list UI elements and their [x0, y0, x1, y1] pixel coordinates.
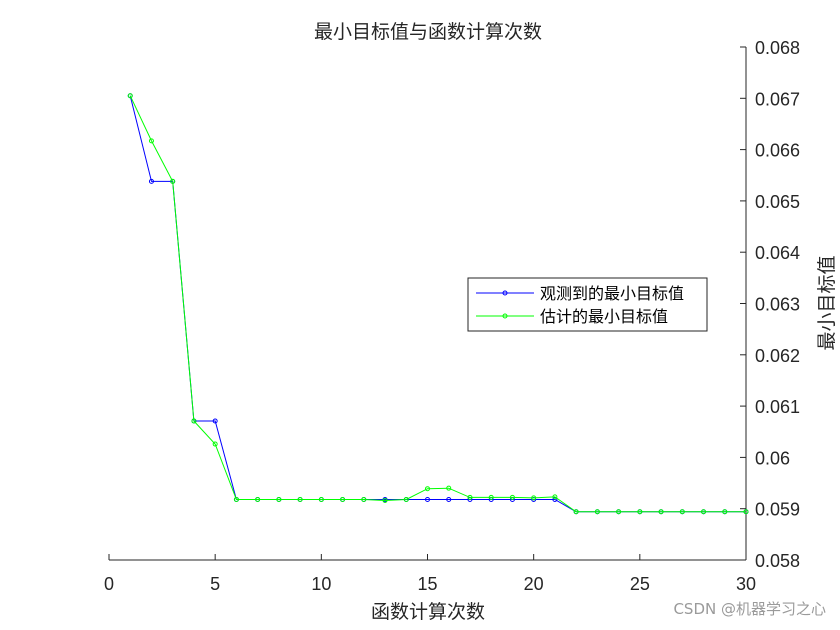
data-point-estimated: [340, 496, 346, 502]
data-point-estimated: [297, 496, 303, 502]
data-point-estimated: [573, 509, 579, 515]
x-axis-label: 函数计算次数: [371, 601, 485, 623]
x-tick-label: 20: [524, 574, 544, 594]
chart-title: 最小目标值与函数计算次数: [314, 21, 542, 43]
data-point-estimated: [233, 496, 239, 502]
x-tick-label: 0: [104, 574, 114, 594]
data-point-estimated: [148, 138, 154, 144]
data-point-estimated: [255, 496, 261, 502]
data-point-estimated: [743, 509, 749, 515]
data-point-estimated: [509, 494, 515, 500]
data-point-estimated: [127, 93, 133, 99]
data-point-estimated: [531, 495, 537, 501]
data-point-observed: [148, 178, 154, 184]
data-point-estimated: [361, 496, 367, 502]
y-tick-label: 0.06: [755, 448, 790, 468]
data-point-estimated: [616, 509, 622, 515]
legend: 观测到的最小目标值 估计的最小目标值: [467, 277, 708, 332]
y-tick-label: 0.067: [755, 89, 800, 109]
data-point-estimated: [679, 509, 685, 515]
data-point-estimated: [425, 486, 430, 492]
series-estimated: [127, 93, 749, 515]
y-tick-label: 0.059: [755, 500, 800, 520]
y-tick-label: 0.066: [755, 141, 800, 161]
watermark: CSDN @机器学习之心: [673, 600, 826, 618]
x-tick-label: 10: [311, 574, 331, 594]
y-tick-label: 0.065: [755, 192, 800, 212]
data-point-estimated: [594, 509, 600, 515]
data-point-estimated: [318, 496, 324, 502]
y-tick-label: 0.058: [755, 551, 800, 571]
data-point-estimated: [170, 178, 176, 184]
y-axis-label: 最小目标值: [816, 255, 838, 350]
data-point-estimated: [403, 496, 409, 502]
x-tick-label: 25: [630, 574, 650, 594]
data-point-estimated: [467, 494, 473, 500]
data-point-observed: [425, 496, 430, 502]
y-tick-label: 0.061: [755, 397, 800, 417]
y-tick-label: 0.062: [755, 346, 800, 366]
x-tick-label: 15: [417, 574, 437, 594]
data-point-estimated: [637, 509, 643, 515]
data-point-estimated: [382, 497, 388, 503]
data-point-observed: [446, 496, 452, 502]
data-point-estimated: [446, 485, 452, 491]
x-tick-label: 5: [210, 574, 220, 594]
legend-box: [467, 277, 708, 332]
legend-label-estimated: 估计的最小目标值: [540, 307, 668, 326]
series-group: [127, 93, 749, 515]
data-point-estimated: [212, 441, 218, 447]
y-tick-label: 0.068: [755, 38, 800, 58]
data-point-estimated: [658, 509, 664, 515]
data-point-observed: [212, 418, 218, 424]
legend-label-observed: 观测到的最小目标值: [540, 284, 684, 303]
data-point-estimated: [276, 496, 282, 502]
data-point-estimated: [701, 509, 707, 515]
axes: [108, 46, 747, 561]
x-tick-label: 30: [736, 574, 756, 594]
data-point-estimated: [722, 509, 728, 515]
data-point-estimated: [552, 494, 558, 500]
tick-labels: 0 5 10 15 20 25 30 0.058 0.059 0.06 0.061 0.062 0.06…: [104, 38, 800, 594]
legend-marker-estimated: [502, 313, 508, 319]
data-point-estimated: [488, 494, 494, 500]
y-tick-label: 0.064: [755, 243, 800, 263]
data-point-estimated: [191, 418, 197, 424]
y-tick-label: 0.063: [755, 295, 800, 315]
series-line-estimated: [129, 95, 746, 513]
legend-marker-observed: [502, 290, 508, 296]
